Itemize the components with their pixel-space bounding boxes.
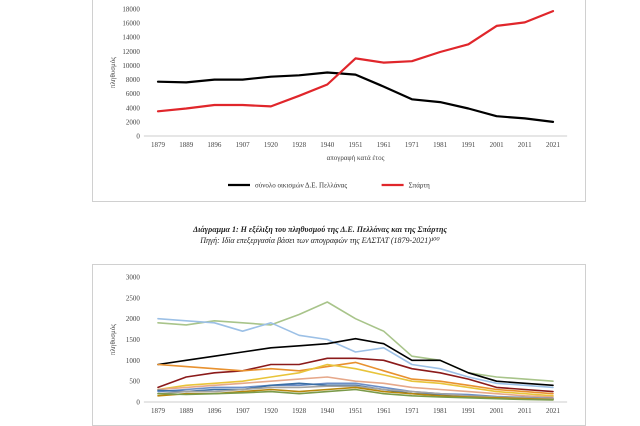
x-tick-label-1-7: 1951 — [349, 407, 364, 415]
legend-label-0-1: Σπάρτη — [409, 182, 431, 190]
series-line-1-1 — [157, 317, 554, 389]
x-tick-label-1-8: 1961 — [377, 407, 392, 415]
y-tick-label-0-4: 8000 — [126, 76, 141, 84]
series-line-1-11 — [157, 388, 554, 401]
y-tick-label-0-0: 0 — [136, 133, 140, 141]
legend-label-0-0: σύνολο οικισμών Δ.Ε. Πελλάνας — [255, 182, 347, 190]
legend-0: σύνολο οικισμών Δ.Ε. Πελλάνας Σπάρτη — [228, 182, 430, 190]
series-line-1-9 — [157, 385, 554, 400]
x-tick-label-0-9: 1971 — [405, 141, 420, 149]
x-tick-label-1-11: 1991 — [461, 407, 476, 415]
y-tick-label-1-6: 3000 — [126, 274, 141, 282]
x-tick-label-1-13: 2011 — [518, 407, 532, 415]
y-tick-label-1-0: 0 — [136, 399, 140, 407]
y-tick-label-0-5: 10000 — [122, 62, 140, 70]
figure-caption-title: Διάγραμμα 1: Η εξέλιξη του πληθυσμού της… — [193, 225, 447, 234]
x-tick-label-1-1: 1889 — [179, 407, 194, 415]
figure-caption-source: Πηγή: Ιδία επεξεργασία βάσει των απογραφ… — [200, 236, 440, 245]
chart-1: 0 2000 4000 6000 8000 10000 12000 14000 16000 180… — [109, 6, 568, 190]
y-tick-label-0-9: 18000 — [122, 6, 140, 14]
series-line-1-4 — [157, 361, 554, 395]
y-tick-label-0-8: 16000 — [122, 20, 140, 28]
x-tick-label-1-10: 1981 — [433, 407, 448, 415]
x-axis-label-0: απογραφή κατά έτος — [327, 154, 385, 162]
series-line-0-0 — [156, 71, 555, 124]
y-axis-label-1: πληθυσμός — [109, 324, 117, 355]
series-line-1-3 — [157, 357, 554, 393]
x-tick-label-1-5: 1928 — [292, 407, 307, 415]
y-tick-label-1-2: 1000 — [126, 357, 141, 365]
x-tick-label-0-7: 1951 — [349, 141, 364, 149]
chart-2: 0 500 1000 1500 2000 2500 3000 1879 1889 1896 1907… — [109, 274, 568, 415]
x-tick-label-1-2: 1896 — [207, 407, 222, 415]
x-tick-label-1-14: 2021 — [546, 407, 561, 415]
x-tick-label-0-12: 2001 — [490, 141, 505, 149]
y-tick-label-0-7: 14000 — [122, 34, 140, 42]
x-tick-label-1-3: 1907 — [236, 407, 251, 415]
x-tick-label-0-5: 1928 — [292, 141, 307, 149]
x-tick-label-0-4: 1920 — [264, 141, 279, 149]
x-tick-label-1-12: 2001 — [490, 407, 505, 415]
x-tick-label-0-1: 1889 — [179, 141, 194, 149]
y-axis-label-0: πληθυσμός — [109, 57, 117, 88]
y-tick-label-0-2: 4000 — [126, 104, 141, 112]
y-tick-label-0-6: 12000 — [122, 48, 140, 56]
y-tick-label-0-1: 2000 — [126, 118, 141, 126]
chart-1-frame: 0 2000 4000 6000 8000 10000 12000 14000 16000 180… — [92, 0, 586, 202]
x-tick-label-0-11: 1991 — [461, 141, 476, 149]
y-tick-label-1-3: 1500 — [126, 336, 141, 344]
series-line-1-5 — [157, 363, 554, 397]
y-tick-label-1-1: 500 — [129, 378, 140, 386]
x-tick-label-0-2: 1896 — [207, 141, 222, 149]
x-tick-label-1-4: 1920 — [264, 407, 279, 415]
x-tick-label-0-0: 1879 — [151, 141, 166, 149]
series-line-1-2 — [157, 337, 554, 387]
x-tick-label-0-14: 2021 — [546, 141, 561, 149]
series-line-1-0 — [157, 301, 554, 382]
y-tick-label-1-4: 2000 — [126, 315, 141, 323]
x-tick-label-1-0: 1879 — [151, 407, 166, 415]
x-tick-label-0-13: 2011 — [518, 141, 532, 149]
series-line-1-6 — [157, 376, 554, 398]
x-tick-label-1-9: 1971 — [405, 407, 420, 415]
y-tick-label-1-5: 2500 — [126, 294, 141, 302]
chart-2-frame: 0 500 1000 1500 2000 2500 3000 1879 1889 1896 1907… — [92, 264, 586, 426]
x-tick-label-0-8: 1961 — [377, 141, 392, 149]
x-tick-label-0-6: 1940 — [320, 141, 335, 149]
y-tick-label-0-3: 6000 — [126, 90, 141, 98]
x-tick-label-0-3: 1907 — [236, 141, 251, 149]
x-tick-label-1-6: 1940 — [320, 407, 335, 415]
x-tick-label-0-10: 1981 — [433, 141, 448, 149]
series-line-0-1 — [156, 10, 555, 113]
